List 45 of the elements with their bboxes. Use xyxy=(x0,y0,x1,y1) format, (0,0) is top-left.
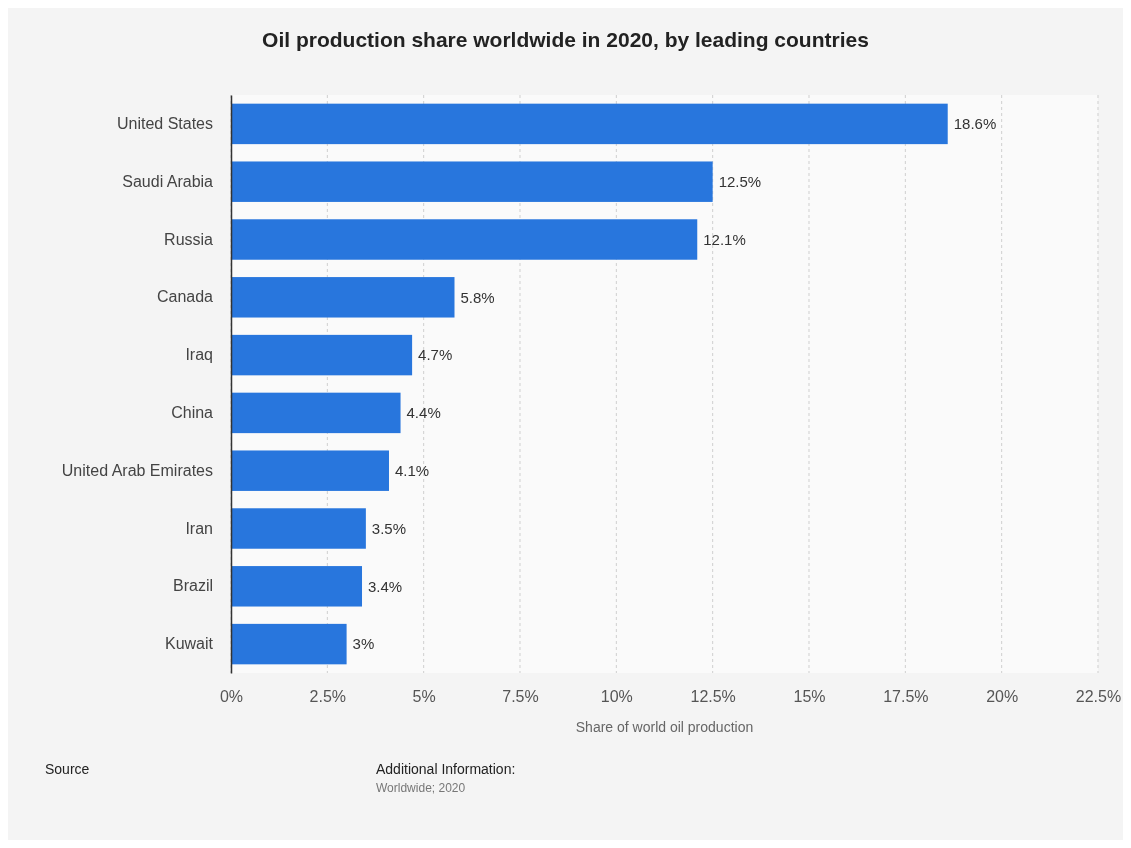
x-tick-label: 5% xyxy=(412,688,436,706)
y-tick-label: United States xyxy=(116,115,213,133)
data-label: 4.7% xyxy=(418,346,453,364)
data-label: 3.4% xyxy=(368,577,403,595)
x-tick-label: 2.5% xyxy=(309,688,347,706)
bar xyxy=(231,277,455,318)
text: Worldwide; 2020 xyxy=(376,781,466,795)
bar xyxy=(231,450,389,491)
x-tick-label: 17.5% xyxy=(883,688,929,706)
bar xyxy=(231,219,698,260)
y-tick-label: Brazil xyxy=(172,577,213,595)
text: Additional Information: xyxy=(376,761,516,777)
x-tick-label: 15% xyxy=(793,688,826,706)
x-tick-label: 7.5% xyxy=(502,688,539,706)
y-tick-label: Saudi Arabia xyxy=(122,172,214,190)
y-tick-label: China xyxy=(171,404,214,422)
text: Source xyxy=(45,761,90,777)
x-axis-title: Share of world oil production xyxy=(575,719,754,735)
bar xyxy=(231,566,363,607)
bar xyxy=(231,392,401,434)
x-tick-label: 0% xyxy=(219,688,244,706)
y-tick-label: Iraq xyxy=(185,346,213,364)
x-tick-label: 20% xyxy=(986,688,1019,706)
bar xyxy=(231,103,948,145)
chart-title: Oil production share worldwide in 2020, by leading countries xyxy=(262,28,869,51)
y-tick-label: Kuwait xyxy=(164,635,214,653)
y-tick-label: Russia xyxy=(164,230,214,248)
x-tick-label: 22.5% xyxy=(1075,688,1122,706)
data-label: 4.1% xyxy=(394,461,430,479)
bar xyxy=(231,161,713,202)
y-tick-label: United Arab Emirates xyxy=(61,461,213,479)
y-tick-label: Iran xyxy=(185,519,213,537)
data-label: 12.1% xyxy=(703,230,746,248)
bar xyxy=(231,334,413,376)
bar xyxy=(231,508,366,549)
data-label: 3% xyxy=(352,635,375,653)
data-label: 18.6% xyxy=(953,115,997,133)
data-label: 12.5% xyxy=(718,172,762,190)
bar xyxy=(231,623,347,665)
data-label: 4.4% xyxy=(406,404,441,422)
x-tick-label: 12.5% xyxy=(690,688,736,706)
data-label: 5.8% xyxy=(460,288,495,306)
x-tick-label: 10% xyxy=(600,688,633,706)
y-tick-label: Canada xyxy=(156,288,214,306)
data-label: 3.5% xyxy=(371,519,407,537)
